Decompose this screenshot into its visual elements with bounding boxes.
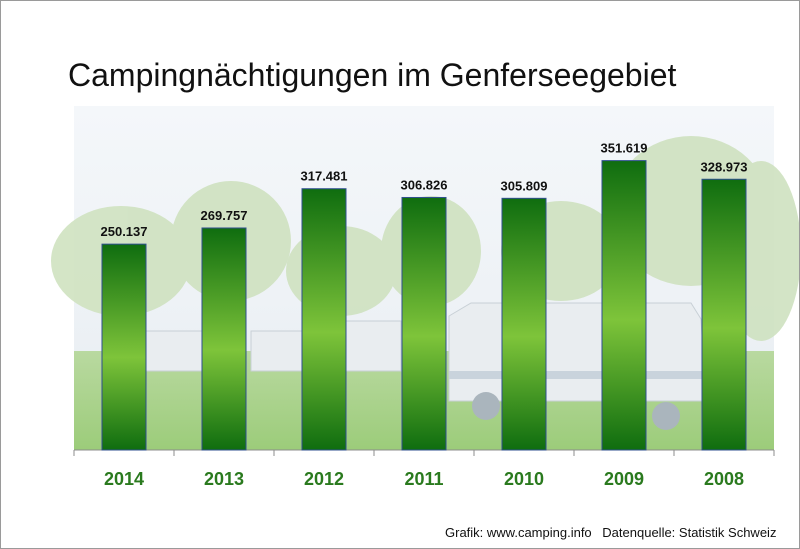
bar-2009	[601, 160, 647, 451]
value-label-2010: 305.809	[501, 178, 548, 193]
category-label-2008: 2008	[704, 469, 744, 489]
category-labels: 2014 2013 2012 2011 2010 2009 2008	[104, 469, 744, 489]
x-axis-ticks	[73, 450, 775, 456]
value-label-2014: 250.137	[101, 224, 148, 239]
bar-2008	[701, 178, 747, 451]
bar-2012	[301, 188, 347, 451]
bar-2010	[501, 197, 547, 451]
value-label-2009: 351.619	[601, 141, 648, 156]
bars	[101, 160, 747, 451]
category-label-2010: 2010	[504, 469, 544, 489]
chart-title: Campingnächtigungen im Genferseegebiet	[68, 57, 677, 93]
data-source-text: Datenquelle: Statistik Schweiz	[602, 525, 777, 540]
source-note: Grafik: www.camping.info Datenquelle: St…	[445, 525, 776, 540]
value-label-2013: 269.757	[201, 208, 248, 223]
bar-2013	[201, 227, 247, 451]
category-label-2011: 2011	[404, 469, 443, 489]
value-labels: 250.137 269.757 317.481 306.826 305.809 351.6…	[101, 141, 748, 240]
category-label-2013: 2013	[204, 469, 244, 489]
credit-text: Grafik: www.camping.info	[445, 525, 592, 540]
category-label-2012: 2012	[304, 469, 344, 489]
bar-2014	[101, 243, 147, 451]
category-label-2014: 2014	[104, 469, 144, 489]
category-label-2009: 2009	[604, 469, 644, 489]
value-label-2008: 328.973	[701, 159, 748, 174]
value-label-2011: 306.826	[401, 177, 448, 192]
value-label-2012: 317.481	[301, 169, 348, 184]
bar-2011	[401, 196, 447, 451]
